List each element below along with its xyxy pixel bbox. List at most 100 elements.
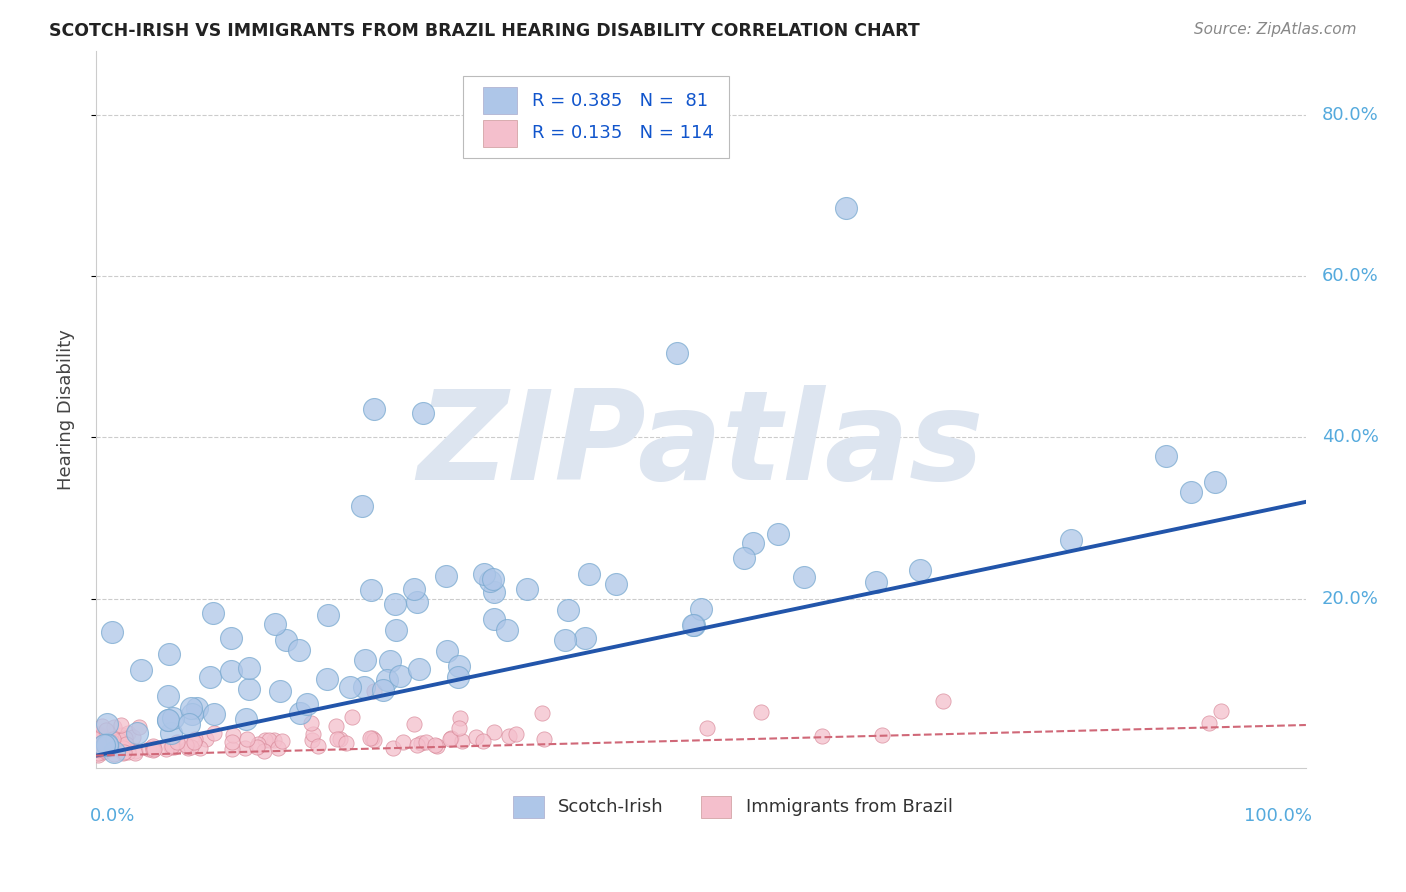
Point [352,499,374,513]
Point [201,607,224,621]
Point [742,535,765,549]
Text: R = 0.385   N =  81: R = 0.385 N = 81 [531,92,707,110]
Point [276,632,298,647]
Point [257,732,280,747]
Point [94,737,117,751]
Point [696,722,718,736]
Point [447,659,470,673]
Point [114,731,136,746]
Point [162,711,184,725]
Text: 60.0%: 60.0% [1322,268,1378,285]
Point [263,616,285,631]
Point [103,740,125,755]
Point [129,663,152,677]
Point [406,595,429,609]
Point [128,720,150,734]
Point [87,741,110,756]
Point [447,722,470,736]
Point [93,738,115,752]
Point [87,747,110,762]
Point [253,744,276,758]
Point [402,582,425,596]
Point [177,740,200,755]
Point [194,731,217,746]
Point [124,743,146,757]
Point [157,647,180,661]
Text: Immigrants from Brazil: Immigrants from Brazil [745,798,953,816]
Point [221,631,243,645]
Point [683,618,706,632]
Point [155,742,177,756]
Point [353,680,375,694]
Point [811,730,834,744]
Point [354,653,377,667]
Point [101,731,124,746]
Point [360,582,382,597]
Point [101,735,124,749]
Point [439,732,461,747]
Point [96,738,118,752]
Point [434,569,457,583]
Point [87,726,110,740]
Point [1198,715,1220,730]
Point [184,731,207,746]
Point [464,730,486,744]
Point [557,603,579,617]
Point [482,612,505,626]
Text: Source: ZipAtlas.com: Source: ZipAtlas.com [1194,22,1357,37]
Point [288,643,311,657]
Point [932,693,955,707]
Point [363,402,385,417]
Point [100,625,122,640]
Point [166,734,188,748]
Point [908,563,931,577]
Point [124,746,146,760]
Point [103,720,125,734]
Point [200,670,222,684]
Point [117,726,139,740]
Point [94,723,117,737]
Point [236,731,259,746]
Point [111,746,134,760]
Point [472,734,495,748]
Point [451,734,474,748]
Point [87,747,110,761]
Point [180,739,202,754]
Point [127,725,149,739]
Point [766,527,789,541]
Point [202,706,225,721]
Point [447,670,470,684]
Text: Scotch-Irish: Scotch-Irish [558,798,664,816]
Point [391,735,413,749]
Text: 100.0%: 100.0% [1244,807,1312,825]
Point [221,742,243,756]
Point [112,740,135,755]
Point [202,726,225,740]
Point [533,731,555,746]
Point [554,632,576,647]
Point [221,734,243,748]
Point [142,742,165,756]
Point [188,741,211,756]
Text: 20.0%: 20.0% [1322,590,1378,607]
Point [371,683,394,698]
Point [288,706,311,720]
Text: 40.0%: 40.0% [1322,428,1378,446]
Point [423,738,446,752]
Point [221,728,243,742]
Bar [702,797,731,818]
Point [530,706,553,721]
Point [269,683,291,698]
Point [238,681,260,696]
Point [110,718,132,732]
Point [449,711,471,725]
Point [436,643,458,657]
Point [103,747,125,761]
Point [409,736,432,750]
Point [121,731,143,745]
Bar [484,120,517,147]
Point [87,742,110,756]
Point [301,732,323,747]
Point [112,745,135,759]
Bar [484,87,517,114]
